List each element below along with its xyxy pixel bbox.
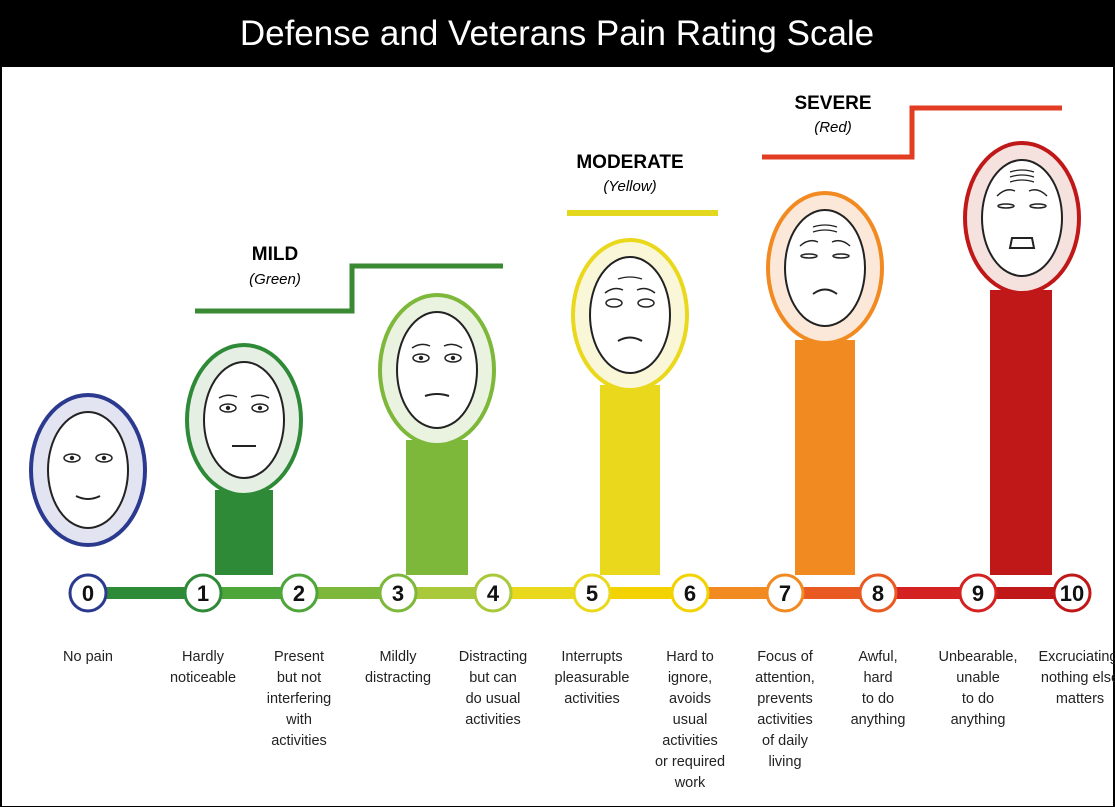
pupil [102,456,106,460]
face [982,160,1062,276]
level-description: living [768,754,801,770]
connector [317,587,380,599]
level-number: 1 [197,581,209,606]
connector [511,587,574,599]
face [204,362,284,478]
category-color: (Red) [814,119,852,136]
level-number: 8 [872,581,884,606]
frame [1,66,1114,807]
level-description: hard [863,670,892,686]
level-description: Interrupts [561,649,622,665]
pain-column [406,440,468,575]
level-description: Hard to [666,649,714,665]
connector [803,587,860,599]
level-description: No pain [63,649,113,665]
level-description: nothing else [1041,670,1115,686]
level-description: Distracting [459,649,528,665]
category-name: MODERATE [576,152,683,173]
level-description: activities [757,712,813,728]
level-description: work [674,775,706,791]
level-description: pleasurable [555,670,630,686]
pupil [70,456,74,460]
pain-column [990,290,1052,575]
level-description: with [285,712,312,728]
category-color: (Green) [249,271,301,288]
level-description: do usual [466,691,521,707]
level-description: distracting [365,670,431,686]
level-number: 4 [487,581,500,606]
level-description: to do [962,691,994,707]
connector [896,587,960,599]
pupil [226,406,230,410]
level-description: prevents [757,691,813,707]
category-color: (Yellow) [603,178,656,195]
level-description: unable [956,670,1000,686]
level-number: 0 [82,581,94,606]
title: Defense and Veterans Pain Rating Scale [240,14,874,53]
level-description: Present [274,649,324,665]
level-description: attention, [755,670,815,686]
category-name: SEVERE [794,93,871,114]
connector [221,587,281,599]
level-description: activities [564,691,620,707]
level-description: to do [862,691,894,707]
level-description: activities [662,733,718,749]
level-description: but not [277,670,321,686]
level-description: ignore, [668,670,712,686]
page: Defense and Veterans Pain Rating Scale M… [0,0,1115,807]
level-description: noticeable [170,670,236,686]
level-description: activities [465,712,521,728]
level-number: 9 [972,581,984,606]
connector [708,587,767,599]
level-description: usual [673,712,708,728]
level-description: activities [271,733,327,749]
pain-column [795,340,855,575]
diagram: Defense and Veterans Pain Rating Scale M… [0,0,1115,807]
pupil [419,356,423,360]
level-description: Hardly [182,649,225,665]
level-description: but can [469,670,517,686]
connector [106,587,185,599]
level-number: 3 [392,581,404,606]
level-description: avoids [669,691,711,707]
level-description: Excruciating, [1038,649,1115,665]
category-name: MILD [252,244,298,265]
pain-column [215,490,273,575]
level-description: Awful, [858,649,897,665]
pupil [258,406,262,410]
level-number: 6 [684,581,696,606]
level-number: 2 [293,581,305,606]
level-description: of daily [762,733,809,749]
pain-column [600,385,660,575]
level-number: 10 [1060,581,1084,606]
level-description: Mildly [379,649,417,665]
level-description: anything [951,712,1006,728]
level-description: Unbearable, [939,649,1018,665]
face [785,210,865,326]
connector [416,587,475,599]
level-description: anything [851,712,906,728]
level-number: 5 [586,581,598,606]
face [48,412,128,528]
face [590,257,670,373]
level-number: 7 [779,581,791,606]
connector [610,587,672,599]
level-description: interfering [267,691,331,707]
pupil [451,356,455,360]
level-description: Focus of [757,649,814,665]
level-description: or required [655,754,725,770]
connector [996,587,1054,599]
level-description: matters [1056,691,1104,707]
face [397,312,477,428]
